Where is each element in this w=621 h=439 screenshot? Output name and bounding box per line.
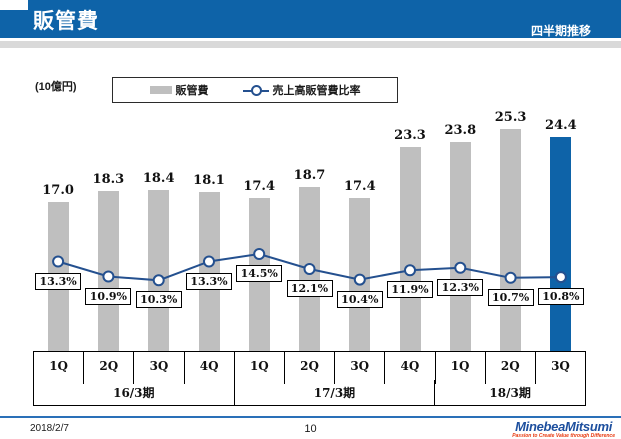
legend-item-bars: 販管費 (149, 82, 209, 98)
line-marker (303, 263, 316, 275)
fiscal-year-row: 16/3期 17/3期 18/3期 (34, 380, 585, 405)
quarter-cell: 4Q (385, 352, 436, 384)
quarter-cell: 3Q (551, 359, 570, 373)
quarter-cell: 2Q (285, 352, 336, 384)
quarter-cell: 4Q (185, 352, 235, 384)
footer-date: 2018/2/7 (30, 423, 69, 434)
fiscal-year-cell: 16/3期 (34, 380, 235, 405)
quarter-cell: 1Q (34, 352, 85, 384)
line-marker (404, 264, 416, 277)
bar-swatch-icon (149, 86, 172, 94)
footer-divider (0, 416, 621, 418)
company-logo: MinebeaMitsumi Passion to Create Value t… (512, 419, 615, 439)
quarter-cell: 1Q (436, 352, 486, 384)
quarter-cell: 1Q (235, 352, 286, 384)
legend-bar-label: 販管費 (175, 85, 209, 97)
quarter-cell: 2Q (84, 352, 135, 384)
quarter-cell: 2Q (486, 352, 537, 384)
line-marker (504, 271, 517, 284)
page-number: 10 (304, 423, 317, 435)
page-title: 販管費 (33, 10, 99, 33)
line-marker (554, 271, 567, 284)
header-subtitle: 四半期推移 (530, 24, 591, 38)
line-marker (253, 248, 266, 260)
header-bar (0, 0, 621, 38)
line-marker (152, 274, 165, 287)
line-marker (52, 255, 65, 268)
quarter-cell: 3Q (134, 352, 185, 384)
chart-legend: 販管費 売上高販管費比率 (112, 77, 398, 103)
header-divider (0, 41, 621, 48)
line-marker (454, 261, 467, 274)
axis-unit-label: (10億円) (35, 81, 77, 93)
fiscal-year-cell: 18/3期 (489, 386, 531, 400)
logo-tagline: Passion to Create Value through Differen… (512, 433, 615, 439)
line-marker-icon (242, 84, 269, 96)
legend-line-label: 売上高販管費比率 (272, 85, 361, 97)
line-marker (102, 270, 115, 283)
legend-item-line: 売上高販管費比率 (242, 82, 361, 98)
quarter-cell: 3Q (335, 352, 386, 384)
line-marker (203, 255, 215, 268)
quarter-row: 1Q 2Q 3Q 4Q 1Q 2Q 3Q 4Q 1Q 2Q 3Q (34, 352, 585, 384)
x-axis-table: 1Q 2Q 3Q 4Q 1Q 2Q 3Q 4Q 1Q 2Q 3Q 16/3期 17/3期 18/3期 (33, 351, 586, 406)
header-corner-notch (0, 0, 28, 10)
line-marker (353, 273, 366, 286)
logo-wordmark: MinebeaMitsumi (515, 419, 613, 434)
fiscal-year-cell: 17/3期 (235, 380, 436, 405)
